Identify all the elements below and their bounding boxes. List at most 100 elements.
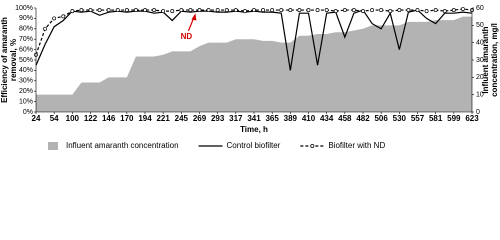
legend-label: Influent amaranth concentration [66, 141, 179, 150]
marker [442, 9, 447, 14]
area [36, 16, 472, 113]
x-tick-label: 623 [465, 114, 479, 123]
x-tick-label: 269 [193, 114, 207, 123]
y2-tick-label: 0 [476, 109, 480, 116]
x-tick-label: 122 [84, 114, 98, 123]
marker [297, 8, 302, 13]
marker [106, 8, 111, 13]
y2-tick-label: 10 [476, 92, 484, 99]
x-tick-label: 24 [32, 114, 41, 123]
marker [242, 9, 247, 14]
x-tick-label: 482 [356, 114, 370, 123]
marker [143, 8, 147, 13]
y2-tick-label: 30 [476, 57, 484, 64]
legend-marker [310, 144, 315, 148]
marker [379, 8, 384, 13]
marker [161, 9, 166, 14]
x-tick-label: 557 [411, 114, 425, 123]
y-tick-label: 80% [19, 26, 33, 33]
y2-tick-label: 50 [476, 22, 484, 29]
annotation: ND [181, 32, 193, 41]
x-tick-label: 170 [120, 114, 134, 123]
x-tick-label: 506 [374, 114, 388, 123]
marker [179, 8, 184, 13]
x-tick-label: 530 [393, 114, 407, 123]
marker [224, 8, 229, 13]
x-tick-label: 365 [265, 114, 279, 123]
x-tick-label: 54 [50, 114, 59, 123]
marker [133, 8, 138, 13]
marker [206, 8, 211, 13]
marker [88, 8, 93, 13]
x-axis-label: Time, h [240, 125, 268, 134]
marker [170, 9, 175, 14]
chart: 0% 10% 20% 30% 40% 50% 60% 70% 80% 90% 100% 0 10 20 30… [0, 5, 499, 150]
y2-tick-label: 60 [476, 5, 484, 12]
marker [406, 8, 411, 13]
y2-tick-label: 40 [476, 40, 484, 47]
marker [424, 9, 429, 14]
x-tick-label: 100 [66, 114, 80, 123]
marker [415, 8, 420, 13]
y-tick-label: 60% [19, 46, 33, 53]
marker [233, 8, 238, 13]
y2-axis-label: Influent amaranth [481, 26, 490, 93]
marker [288, 8, 293, 13]
y-tick-label: 0% [23, 109, 33, 116]
y-tick-label: 10% [19, 98, 33, 105]
y-tick-label: 50% [19, 57, 33, 64]
x-tick-label: 245 [175, 114, 189, 123]
marker [270, 8, 275, 13]
y-tick-label: 20% [19, 88, 33, 95]
marker [315, 8, 320, 13]
y-tick-label: 30% [19, 78, 33, 85]
x-tick-label: 293 [211, 114, 225, 123]
marker [43, 26, 48, 31]
marker [460, 7, 465, 11]
marker [261, 8, 266, 13]
marker [333, 9, 338, 14]
x-tick-label: 434 [320, 114, 334, 123]
marker [97, 8, 102, 13]
x-tick-label: 146 [102, 114, 116, 123]
marker [361, 9, 365, 14]
x-tick-label: 317 [229, 114, 243, 123]
marker [433, 8, 438, 13]
marker [397, 8, 402, 13]
marker [342, 8, 347, 13]
marker [252, 8, 256, 13]
marker [351, 8, 356, 13]
x-tick-label: 221 [156, 114, 170, 123]
marker [279, 8, 284, 13]
y-axis-label: Efficiency of amaranth [0, 17, 9, 103]
marker [115, 8, 120, 13]
x-tick-label: 458 [338, 114, 352, 123]
marker [70, 9, 75, 14]
x-tick-label: 194 [138, 114, 152, 123]
marker [197, 8, 202, 13]
y2-axis-label: concentration, mg/l [490, 23, 499, 97]
x-tick-label: 341 [247, 114, 261, 123]
marker [324, 8, 329, 13]
marker [215, 8, 220, 13]
marker [61, 14, 66, 19]
legend-label: Biofilter with ND [328, 141, 385, 150]
y-tick-label: 90% [19, 15, 33, 22]
marker [306, 8, 311, 13]
x-tick-label: 410 [302, 114, 316, 123]
legend-label: Control biofilter [227, 141, 281, 150]
x-tick-label: 599 [447, 114, 461, 123]
y2-tick-label: 20 [476, 74, 484, 81]
y-tick-label: 100% [15, 5, 33, 12]
marker [52, 16, 57, 21]
marker [388, 9, 393, 14]
y-axis-label: removal, % [9, 39, 18, 81]
marker [370, 8, 375, 13]
marker [188, 8, 193, 13]
annotation-arrowhead [191, 13, 197, 21]
x-tick-label: 581 [429, 114, 443, 123]
y-tick-label: 70% [19, 36, 33, 43]
x-tick-label: 389 [284, 114, 298, 123]
legend-swatch [48, 142, 58, 150]
marker [124, 8, 129, 13]
